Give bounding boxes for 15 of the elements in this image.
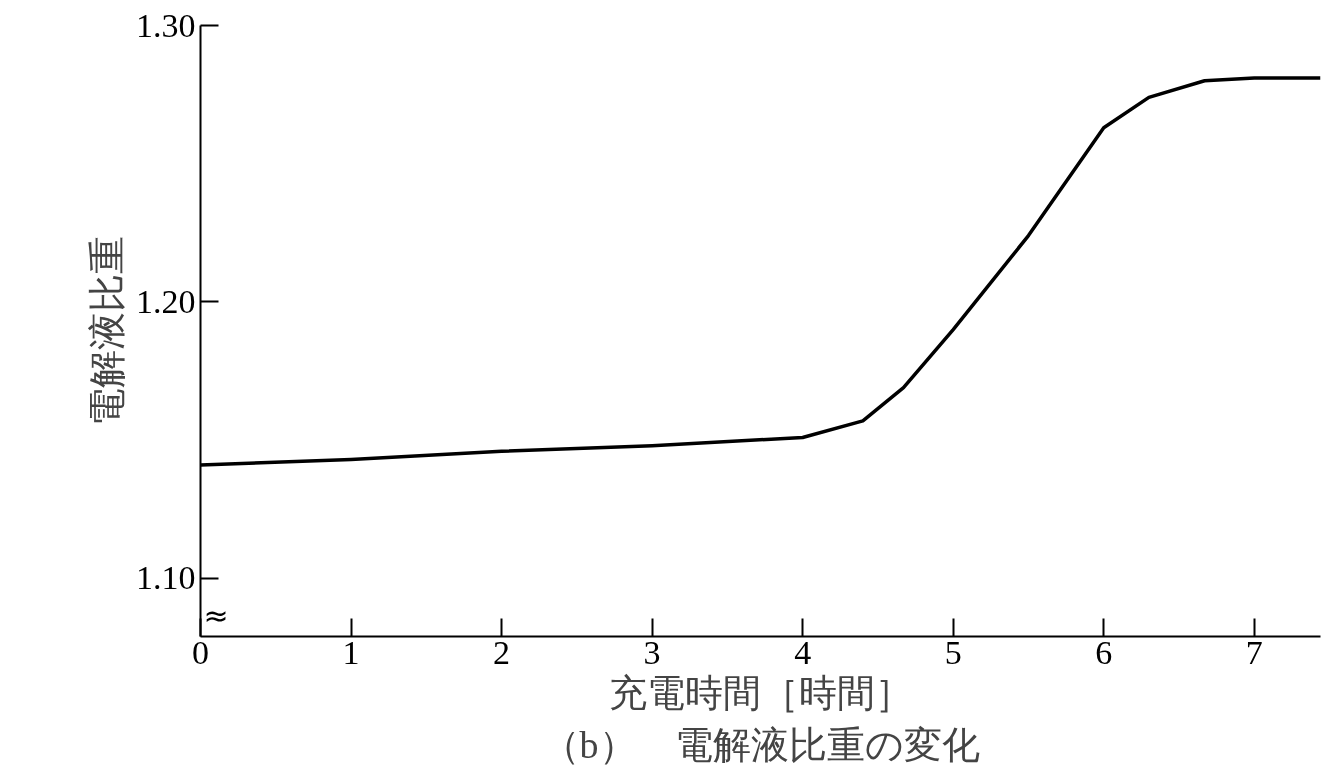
- x-tick-label: 6: [1095, 633, 1113, 671]
- annotation: ≈: [203, 597, 229, 633]
- y-tick-label: 1.10: [136, 559, 196, 597]
- x-axis-title: 充電時間［時間］: [608, 671, 913, 714]
- x-tick-label: 2: [493, 633, 511, 671]
- text: （b） 電解液比重の変化: [541, 723, 980, 766]
- y-tick-label: 1.30: [136, 6, 196, 44]
- x-tick-label: 1: [342, 633, 360, 671]
- y-axis-title: 電解液比重: [86, 236, 128, 426]
- y-tick-label: 1.20: [136, 282, 196, 320]
- x-tick-label: 3: [643, 633, 661, 671]
- x-tick-label: 7: [1245, 633, 1263, 671]
- x-tick-label: 4: [794, 633, 812, 671]
- x-tick-label: 5: [944, 633, 962, 671]
- x-tick-label: 0: [192, 633, 209, 671]
